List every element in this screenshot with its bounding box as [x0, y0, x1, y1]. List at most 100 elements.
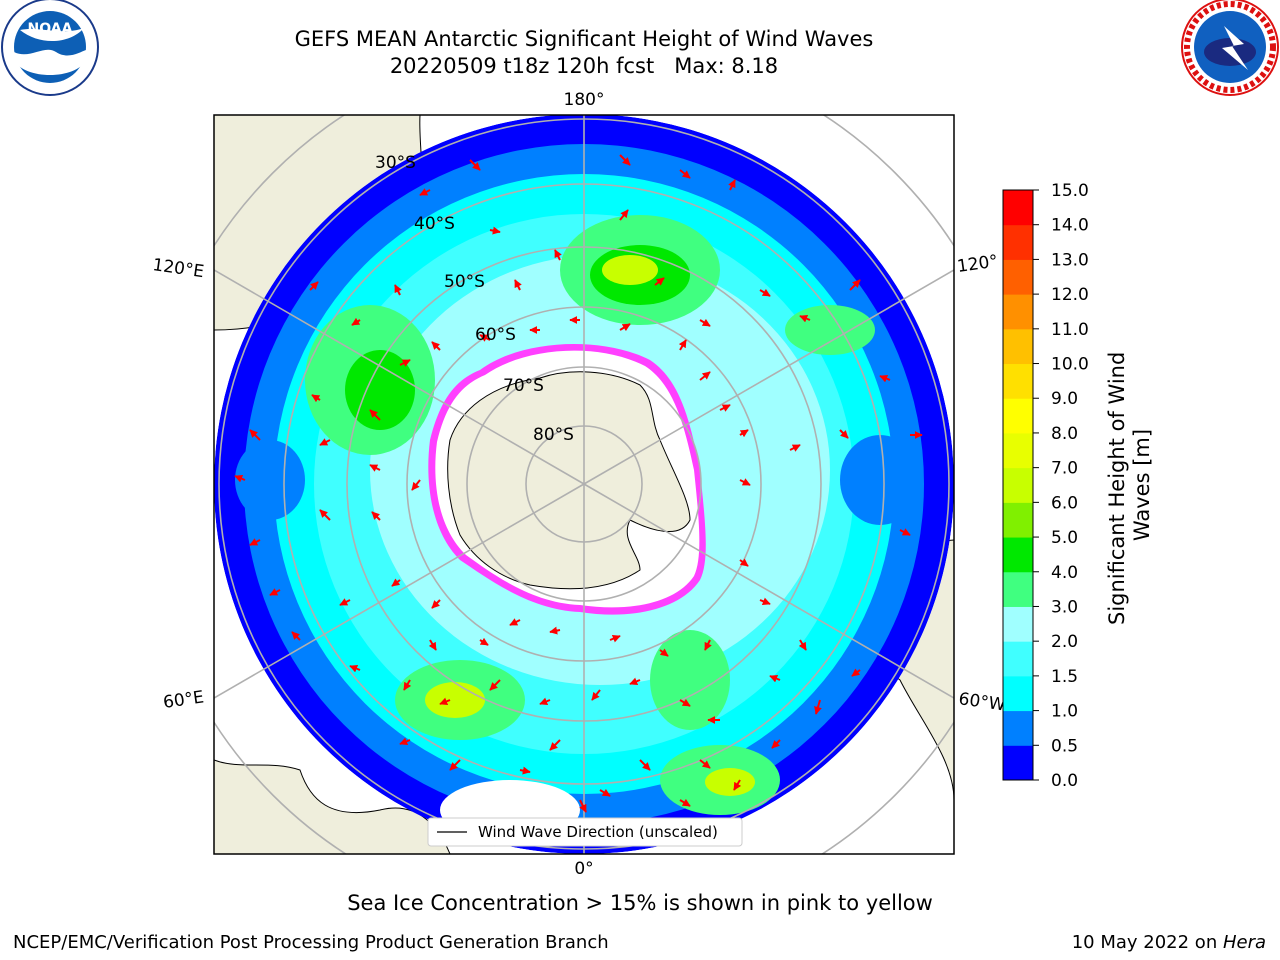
arrow [319, 509, 331, 521]
arrow [733, 779, 742, 791]
wind-wave-arrows [234, 154, 923, 827]
colorbar-tick-label: 12.0 [1051, 285, 1089, 305]
arrow [269, 588, 281, 596]
arrow [554, 249, 562, 261]
nws-logo-icon [1181, 0, 1279, 96]
colorbar-label-line2: Waves [m] [1130, 429, 1154, 541]
arrow [699, 759, 711, 769]
arrow [678, 339, 687, 351]
arrow [411, 479, 421, 491]
arrow [759, 597, 771, 606]
arrow [719, 404, 731, 412]
sea-ice-note: Sea Ice Concentration > 15% is shown in … [347, 891, 933, 915]
arrow [428, 639, 437, 651]
colorbar-segment [1003, 259, 1033, 295]
arrow [249, 429, 261, 441]
legend-label: Wind Wave Direction (unscaled) [478, 823, 718, 841]
arrow [369, 409, 381, 421]
noaa-logo-icon: NOAA [1, 0, 99, 96]
colorbar-segment [1003, 571, 1033, 607]
arrow [654, 277, 665, 286]
arrow [369, 464, 381, 472]
arrow [519, 766, 531, 775]
arrow [311, 394, 321, 403]
arrow [679, 169, 691, 179]
arrow [769, 674, 781, 683]
colorbar-tick-label: 4.0 [1051, 563, 1078, 583]
lat-label-50s: 50°S [444, 272, 485, 292]
colorbar-tick-label: 6.0 [1051, 493, 1078, 513]
arrow [439, 697, 451, 706]
arrow [679, 698, 691, 707]
colorbar-segment [1003, 641, 1033, 677]
arrow [851, 668, 861, 677]
arrow [619, 323, 631, 332]
colorbar-tick-label: 3.0 [1051, 597, 1078, 617]
arrow [659, 648, 669, 657]
arrow [739, 558, 749, 567]
lon-label-120e: 120°E [151, 255, 205, 282]
arrow [699, 318, 711, 327]
arrow [319, 438, 331, 446]
arrow [403, 679, 412, 691]
arrow [849, 279, 861, 291]
colorbar-segment [1003, 745, 1033, 781]
date-text: 10 May 2022 on [1071, 932, 1223, 953]
arrow [539, 697, 551, 706]
colorbar-segment [1003, 398, 1033, 434]
noaa-logo-text: NOAA [28, 21, 73, 37]
colorbar-tick-label: 8.0 [1051, 424, 1078, 444]
arrow [739, 478, 751, 486]
arrow [798, 639, 807, 651]
lon-label-0: 0° [574, 859, 593, 879]
graticule [214, 115, 954, 854]
arrow [399, 737, 411, 746]
arrow [549, 739, 561, 751]
chart-title-line1: GEFS MEAN Antarctic Significant Height o… [294, 27, 874, 51]
lon-label-60w: 60°W [957, 689, 1006, 715]
colorbar-tick-label: 0.5 [1051, 736, 1078, 756]
map-frame [213, 114, 955, 855]
arrow [619, 209, 629, 221]
arrow [899, 528, 911, 536]
arrow [234, 474, 246, 483]
arrow [839, 429, 849, 439]
colorbar-tick-label: 14.0 [1051, 216, 1089, 236]
colorbar-tick-label: 10.0 [1051, 355, 1089, 375]
arrow [449, 759, 461, 771]
arrow [391, 578, 401, 587]
arrow [739, 429, 749, 438]
lat-label-40s: 40°S [414, 214, 455, 234]
colorbar-segment [1003, 675, 1033, 712]
colorbar-label-line1: Significant Height of Wind [1105, 352, 1129, 625]
colorbar-segment [1003, 363, 1033, 399]
arrow [249, 538, 261, 546]
colorbar-tick-label: 7.0 [1051, 459, 1078, 479]
arrow [431, 599, 441, 609]
arrow [469, 159, 481, 171]
lon-label-120w: 120° [956, 251, 999, 277]
colorbar: 0.0 0.5 1.0 1.5 2.0 3.0 4.0 5.0 6.0 7.0 8.0 9.0 10.0… [1002, 181, 1089, 791]
chart-title-line2: 20220509 t18z 120h fcst Max: 8.18 [389, 54, 779, 78]
colorbar-segment [1003, 537, 1033, 573]
colorbar-tick-label: 2.0 [1051, 632, 1078, 652]
arrow [814, 699, 822, 715]
arrow [728, 179, 736, 191]
colorbar-segment [1003, 432, 1033, 469]
arrow [399, 359, 411, 367]
arrow [351, 317, 361, 326]
colorbar-segment [1003, 606, 1033, 642]
machine-name: Hera [1222, 932, 1266, 953]
arrow [479, 334, 491, 342]
lat-label-70s: 70°S [503, 376, 544, 396]
colorbar-segment [1003, 224, 1033, 260]
arrow [489, 226, 501, 235]
arrow [394, 284, 402, 296]
arrow [789, 444, 801, 452]
colorbar-label: Significant Height of Wind Waves [m] [1105, 345, 1154, 625]
arrow [679, 798, 691, 807]
colorbar-segment [1003, 328, 1033, 365]
colorbar-tick-label: 15.0 [1051, 181, 1089, 201]
lon-label-60e: 60°E [162, 687, 205, 712]
